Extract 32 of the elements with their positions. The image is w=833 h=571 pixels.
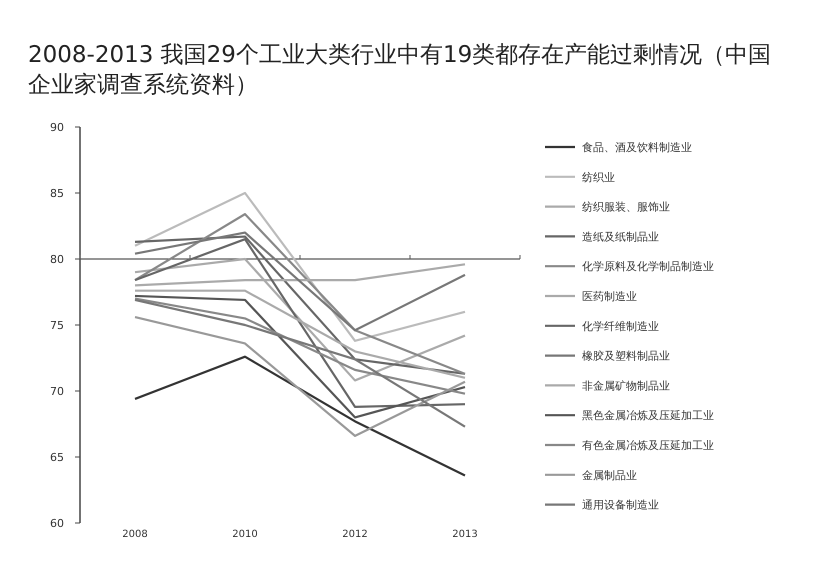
legend-label: 纺织业	[582, 170, 615, 184]
legend-label: 造纸及纸制品业	[582, 230, 659, 244]
x-tick-label: 2008	[122, 529, 148, 540]
x-tick-label: 2013	[452, 529, 478, 540]
y-tick-label: 65	[50, 451, 64, 464]
y-tick-label: 70	[50, 385, 64, 398]
legend-label: 化学原料及化学制品制造业	[582, 260, 714, 274]
line-series	[134, 356, 466, 477]
y-tick-label: 80	[50, 253, 64, 266]
line-series	[134, 316, 466, 437]
legend-label: 纺织服装、服饰业	[582, 200, 670, 214]
legend-label: 食品、酒及饮料制造业	[582, 141, 692, 154]
line-series	[134, 192, 466, 342]
legend-label: 金属制品业	[582, 468, 637, 482]
line-series	[134, 258, 466, 382]
x-tick-label: 2012	[342, 529, 368, 540]
y-tick-label: 75	[50, 319, 64, 332]
y-tick-label: 85	[50, 187, 64, 200]
line-series	[134, 232, 466, 332]
legend-label: 化学纤维制造业	[582, 320, 659, 333]
legend-label: 橡胶及塑料制品业	[582, 350, 670, 363]
line-series	[134, 238, 466, 408]
x-tick-label: 2010	[232, 529, 258, 540]
legend-label: 非金属矿物制品业	[582, 379, 670, 392]
legend-label: 黑色金属冶炼及压延加工业	[582, 409, 714, 422]
legend-label: 有色金属冶炼及压延加工业	[582, 439, 714, 452]
legend-label: 医药制造业	[582, 290, 637, 303]
chart-title: 2008-2013 我国29个工业大类行业中有19类都存在产能过剩情况（中国企业家调查系统资料）	[28, 42, 772, 98]
legend-label: 通用设备制造业	[582, 498, 659, 512]
y-tick-label: 60	[50, 517, 64, 530]
line-series	[134, 298, 466, 395]
y-tick-label: 90	[50, 121, 64, 134]
